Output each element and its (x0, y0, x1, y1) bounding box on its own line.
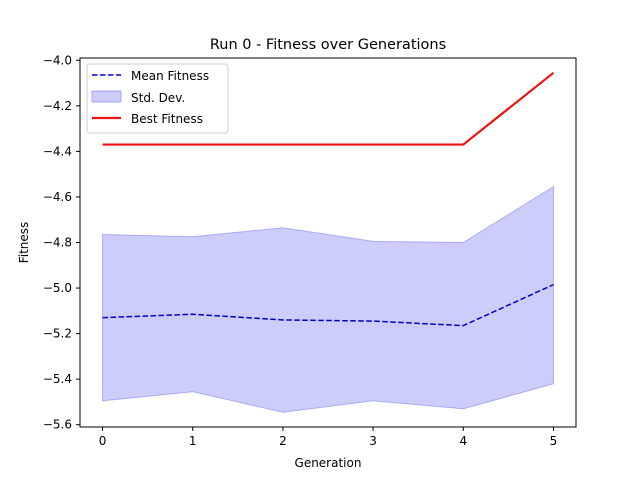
x-tick-label: 5 (550, 434, 558, 448)
y-tick-label: −5.4 (43, 372, 72, 386)
x-axis-ticks: 0 1 2 3 4 5 (99, 427, 558, 448)
x-tick-label: 2 (279, 434, 287, 448)
y-tick-label: −5.0 (43, 281, 72, 295)
std-dev-band (102, 185, 554, 413)
mean-fitness-line (102, 283, 554, 327)
y-tick-label: −4.6 (43, 190, 72, 204)
y-tick-label: −4.2 (43, 99, 72, 113)
y-tick-label: −4.0 (43, 53, 72, 67)
y-tick-label: −5.2 (43, 327, 72, 341)
y-tick-label: −4.8 (43, 236, 72, 250)
y-axis-label: Fitness (17, 222, 31, 264)
legend-mean-fitness-label: Mean Fitness (131, 69, 209, 83)
legend-box (86, 63, 229, 134)
x-tick-label: 0 (99, 434, 107, 448)
legend-std-dev-swatch (91, 90, 122, 103)
x-tick-label: 3 (369, 434, 377, 448)
y-axis-ticks: −5.6 −5.4 −5.2 −5.0 −4.8 −4.6 −4.4 −4.2 −4.0 (43, 53, 80, 432)
legend-best-fitness-label: Best Fitness (131, 112, 203, 126)
y-tick-label: −5.6 (43, 418, 72, 432)
legend-std-dev-label: Std. Dev. (131, 91, 185, 105)
plot-area (102, 71, 555, 413)
chart-title: Run 0 - Fitness over Generations (210, 37, 446, 53)
x-tick-label: 4 (459, 434, 467, 448)
legend: Mean Fitness Std. Dev. Best Fitness (86, 63, 229, 134)
best-fitness-line (102, 71, 555, 146)
x-tick-label: 1 (189, 434, 197, 448)
x-axis-label: Generation (295, 456, 362, 470)
y-tick-label: −4.4 (43, 144, 72, 158)
